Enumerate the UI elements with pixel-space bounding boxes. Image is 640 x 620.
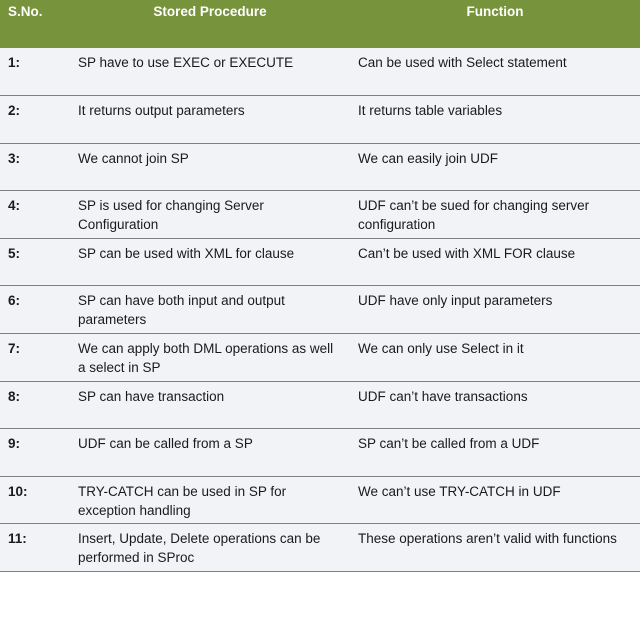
text-cell: SP can have both input and output parame… <box>70 285 350 335</box>
table-row: 8: SP can have transaction UDF can’t have … <box>0 381 640 430</box>
text-cell: UDF can’t be sued for changing server co… <box>350 190 640 239</box>
comparison-table: S.No. Stored Procedure Function 1: SP hav… <box>0 0 640 573</box>
serial-cell: 4: <box>0 190 70 239</box>
text-cell: We can easily join UDF <box>350 143 640 192</box>
text-cell: SP have to use EXEC or EXECUTE <box>70 48 350 97</box>
table-row: 3: We cannot join SP We can easily join UD… <box>0 143 640 192</box>
table-row: 6: SP can have both input and output para… <box>0 285 640 335</box>
header-row: S.No. Stored Procedure Function <box>0 0 640 48</box>
serial-cell: 8: <box>0 381 70 430</box>
text-cell: UDF can be called from a SP <box>70 428 350 477</box>
table-row: 5: SP can be used with XML for clause Can’… <box>0 238 640 287</box>
text-cell: We can’t use TRY-CATCH in UDF <box>350 476 640 525</box>
text-cell: We cannot join SP <box>70 143 350 192</box>
table-row: 9: UDF can be called from a SP SP can’t be… <box>0 428 640 477</box>
text-cell: SP can have transaction <box>70 381 350 430</box>
header-cell: S.No. <box>0 0 70 48</box>
serial-cell: 10: <box>0 476 70 525</box>
table-row: 11: Insert, Update, Delete operations can… <box>0 523 640 573</box>
text-cell: We can only use Select in it <box>350 333 640 382</box>
text-cell: UDF have only input parameters <box>350 285 640 335</box>
text-cell: It returns output parameters <box>70 95 350 144</box>
text-cell: These operations aren’t valid with funct… <box>350 523 640 573</box>
table-row: 2: It returns output parameters It returns… <box>0 95 640 144</box>
text-cell: TRY-CATCH can be used in SP for exceptio… <box>70 476 350 525</box>
text-cell: We can apply both DML operations as well… <box>70 333 350 382</box>
serial-cell: 5: <box>0 238 70 287</box>
serial-cell: 11: <box>0 523 70 573</box>
serial-cell: 1: <box>0 48 70 97</box>
header-cell: Stored Procedure <box>70 0 350 48</box>
text-cell: SP can’t be called from a UDF <box>350 428 640 477</box>
serial-cell: 7: <box>0 333 70 382</box>
text-cell: SP is used for changing Server Configura… <box>70 190 350 239</box>
text-cell: SP can be used with XML for clause <box>70 238 350 287</box>
header-cell: Function <box>350 0 640 48</box>
serial-cell: 2: <box>0 95 70 144</box>
serial-cell: 9: <box>0 428 70 477</box>
table-body: 1: SP have to use EXEC or EXECUTE Can be u… <box>0 48 640 573</box>
text-cell: Can’t be used with XML FOR clause <box>350 238 640 287</box>
table-row: 1: SP have to use EXEC or EXECUTE Can be u… <box>0 48 640 97</box>
text-cell: Insert, Update, Delete operations can be… <box>70 523 350 573</box>
table-row: 10: TRY-CATCH can be used in SP for excep… <box>0 476 640 525</box>
table-row: 7: We can apply both DML operations as we… <box>0 333 640 382</box>
text-cell: UDF can’t have transactions <box>350 381 640 430</box>
serial-cell: 6: <box>0 285 70 335</box>
serial-cell: 3: <box>0 143 70 192</box>
text-cell: Can be used with Select statement <box>350 48 640 97</box>
text-cell: It returns table variables <box>350 95 640 144</box>
table-row: 4: SP is used for changing Server Configu… <box>0 190 640 239</box>
